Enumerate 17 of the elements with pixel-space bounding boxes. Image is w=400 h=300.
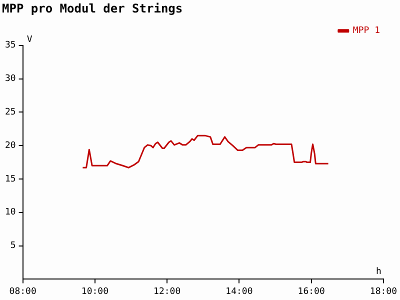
x-tick-label: 18:00 [370,286,397,297]
x-tick-label: 12:00 [154,286,181,297]
y-tick-label: 15 [4,174,16,184]
y-axis-title: V [26,35,33,46]
x-axis-title: h [376,267,382,278]
x-tick-label: 10:00 [81,286,109,297]
y-tick-label: 25 [4,108,16,118]
chart-title: MPP pro Modul der Strings [2,1,183,16]
y-tick-label: 30 [4,74,16,84]
y-tick-label: 5 [10,241,16,252]
x-tick-label: 16:00 [298,286,325,297]
y-tick-label: 10 [4,208,16,218]
y-tick-label: 20 [4,140,16,151]
legend-label: MPP 1 [352,26,380,36]
x-tick-label: 08:00 [9,286,36,297]
x-tick-label: 14:00 [226,286,253,297]
y-tick-label: 35 [4,40,16,51]
